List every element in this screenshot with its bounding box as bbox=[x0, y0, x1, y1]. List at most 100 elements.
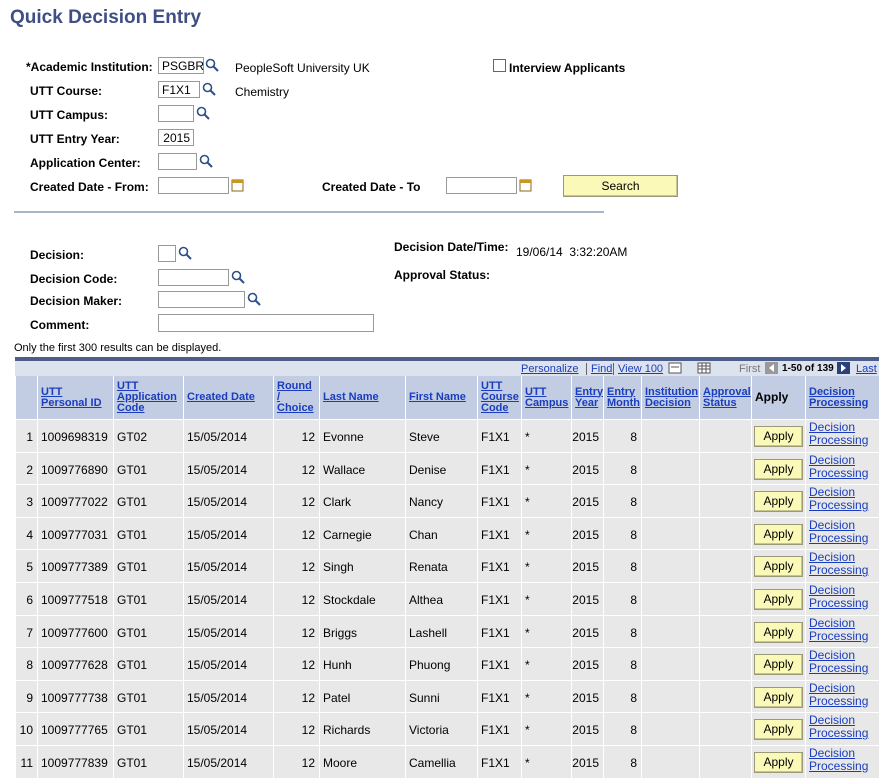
text-input[interactable] bbox=[158, 291, 245, 308]
column-header[interactable]: UTT Personal ID bbox=[38, 376, 113, 419]
cell-text: Stockdale bbox=[323, 593, 376, 607]
field-label: Created Date - To bbox=[322, 180, 421, 194]
date-input[interactable] bbox=[446, 177, 517, 194]
grid-cell bbox=[274, 583, 319, 615]
lookup-icon[interactable] bbox=[247, 292, 261, 306]
field-label: Decision Date/Time: bbox=[394, 240, 509, 254]
search-button[interactable]: Search bbox=[563, 175, 678, 197]
cell-text: * bbox=[525, 723, 530, 738]
column-header[interactable]: UTT Course Code bbox=[478, 376, 521, 419]
decision-processing-link[interactable]: Decision Processing bbox=[809, 420, 869, 447]
apply-button[interactable]: Apply bbox=[754, 491, 803, 513]
text-input[interactable] bbox=[158, 153, 197, 170]
comment-input[interactable] bbox=[158, 314, 374, 332]
next-button[interactable] bbox=[837, 362, 850, 374]
personalize-link[interactable]: Personalize bbox=[521, 363, 579, 375]
text-input[interactable] bbox=[158, 245, 176, 262]
calendar-icon[interactable] bbox=[519, 178, 533, 192]
grid-cell bbox=[320, 680, 405, 713]
text-input[interactable] bbox=[158, 105, 194, 122]
column-header[interactable]: UTT Application Code bbox=[114, 376, 183, 419]
cell-text: 5 bbox=[26, 560, 33, 575]
grid-cell bbox=[478, 648, 521, 680]
lookup-icon[interactable] bbox=[199, 154, 213, 168]
column-header[interactable]: UTT Campus bbox=[522, 376, 571, 419]
grid-cell bbox=[274, 550, 319, 582]
decision-processing-link[interactable]: Decision Processing bbox=[809, 648, 869, 676]
grid-cell bbox=[572, 452, 603, 485]
grid-cell bbox=[522, 648, 571, 680]
page-range: 1-50 of 139 bbox=[782, 363, 834, 374]
decision-processing-link[interactable]: Decision Processing bbox=[809, 615, 869, 643]
cell-text: 1009776890 bbox=[41, 462, 108, 477]
decision-processing-link[interactable]: Decision Processing bbox=[809, 680, 869, 708]
decision-processing-link[interactable]: Decision Processing bbox=[809, 517, 869, 545]
checkbox[interactable] bbox=[493, 59, 506, 72]
column-header[interactable]: Round / Choice bbox=[274, 376, 319, 419]
cell-text: F1X1 bbox=[481, 690, 510, 705]
date-input[interactable] bbox=[158, 177, 229, 194]
text-input[interactable] bbox=[158, 269, 229, 286]
cell-text: F1X1 bbox=[481, 723, 510, 738]
cell-text: * bbox=[525, 658, 530, 673]
cell-text: F1X1 bbox=[481, 430, 510, 444]
column-header[interactable]: Entry Month bbox=[604, 376, 641, 419]
grid-cell bbox=[406, 517, 477, 550]
decision-processing-link[interactable]: Decision Processing bbox=[809, 485, 869, 513]
cell-text: 2015 bbox=[572, 593, 599, 607]
lookup-icon[interactable] bbox=[205, 58, 219, 72]
text-input[interactable]: 2015 bbox=[158, 129, 194, 146]
column-header[interactable]: Last Name bbox=[320, 376, 405, 419]
column-header[interactable]: Approval Status bbox=[700, 376, 751, 419]
apply-button[interactable]: Apply bbox=[754, 458, 803, 480]
column-header[interactable]: Institution Decision bbox=[642, 376, 699, 419]
download-icon[interactable] bbox=[668, 362, 682, 374]
grid-cell bbox=[700, 713, 751, 745]
apply-button[interactable]: Apply bbox=[754, 556, 803, 578]
lookup-icon[interactable] bbox=[231, 270, 245, 284]
apply-button[interactable]: Apply bbox=[754, 719, 803, 741]
decision-processing-link[interactable]: Decision Processing bbox=[809, 583, 869, 610]
text-input[interactable]: F1X1 bbox=[158, 81, 200, 98]
field-value: 19/06/14 3:32:20AM bbox=[516, 245, 628, 259]
cell-text: 8 bbox=[630, 658, 637, 673]
apply-button[interactable]: Apply bbox=[754, 523, 803, 545]
apply-button[interactable]: Apply bbox=[754, 654, 803, 676]
grid-cell bbox=[16, 648, 37, 680]
column-header[interactable]: Decision Processing bbox=[806, 376, 879, 419]
column-header[interactable]: First Name bbox=[406, 376, 477, 419]
apply-button[interactable]: Apply bbox=[754, 686, 803, 708]
view-all-link[interactable]: View 100 bbox=[613, 363, 663, 375]
apply-button[interactable]: Apply bbox=[754, 752, 803, 773]
cell-text: GT01 bbox=[117, 723, 148, 738]
grid-cell bbox=[16, 680, 37, 713]
grid-cell bbox=[184, 583, 273, 615]
checkbox-label: Interview Applicants bbox=[509, 61, 626, 75]
grid-cell bbox=[806, 680, 879, 713]
lookup-icon[interactable] bbox=[196, 106, 210, 120]
column-header[interactable]: Entry Year bbox=[572, 376, 603, 419]
apply-button[interactable]: Apply bbox=[754, 621, 803, 643]
header-cell bbox=[16, 376, 37, 419]
apply-button[interactable]: Apply bbox=[754, 426, 803, 447]
apply-button[interactable]: Apply bbox=[754, 589, 803, 610]
text-input[interactable]: PSGBR bbox=[158, 57, 204, 74]
column-header[interactable]: Created Date bbox=[184, 376, 273, 419]
grid-cell bbox=[16, 452, 37, 485]
find-link[interactable]: Find bbox=[586, 363, 612, 375]
cell-text: 12 bbox=[301, 593, 315, 607]
grid-cell bbox=[38, 583, 113, 615]
last-link[interactable]: Last bbox=[856, 363, 877, 375]
lookup-icon[interactable] bbox=[202, 82, 216, 96]
grid-icon[interactable] bbox=[697, 362, 711, 374]
decision-processing-link[interactable]: Decision Processing bbox=[809, 452, 869, 480]
decision-processing-link[interactable]: Decision Processing bbox=[809, 746, 869, 773]
cell-text: 2015 bbox=[572, 690, 599, 705]
calendar-icon[interactable] bbox=[231, 178, 245, 192]
grid-cell bbox=[572, 550, 603, 582]
cell-text: Evonne bbox=[323, 430, 364, 444]
prev-button[interactable] bbox=[765, 362, 778, 374]
lookup-icon[interactable] bbox=[178, 246, 192, 260]
decision-processing-link[interactable]: Decision Processing bbox=[809, 713, 869, 741]
decision-processing-link[interactable]: Decision Processing bbox=[809, 550, 869, 578]
